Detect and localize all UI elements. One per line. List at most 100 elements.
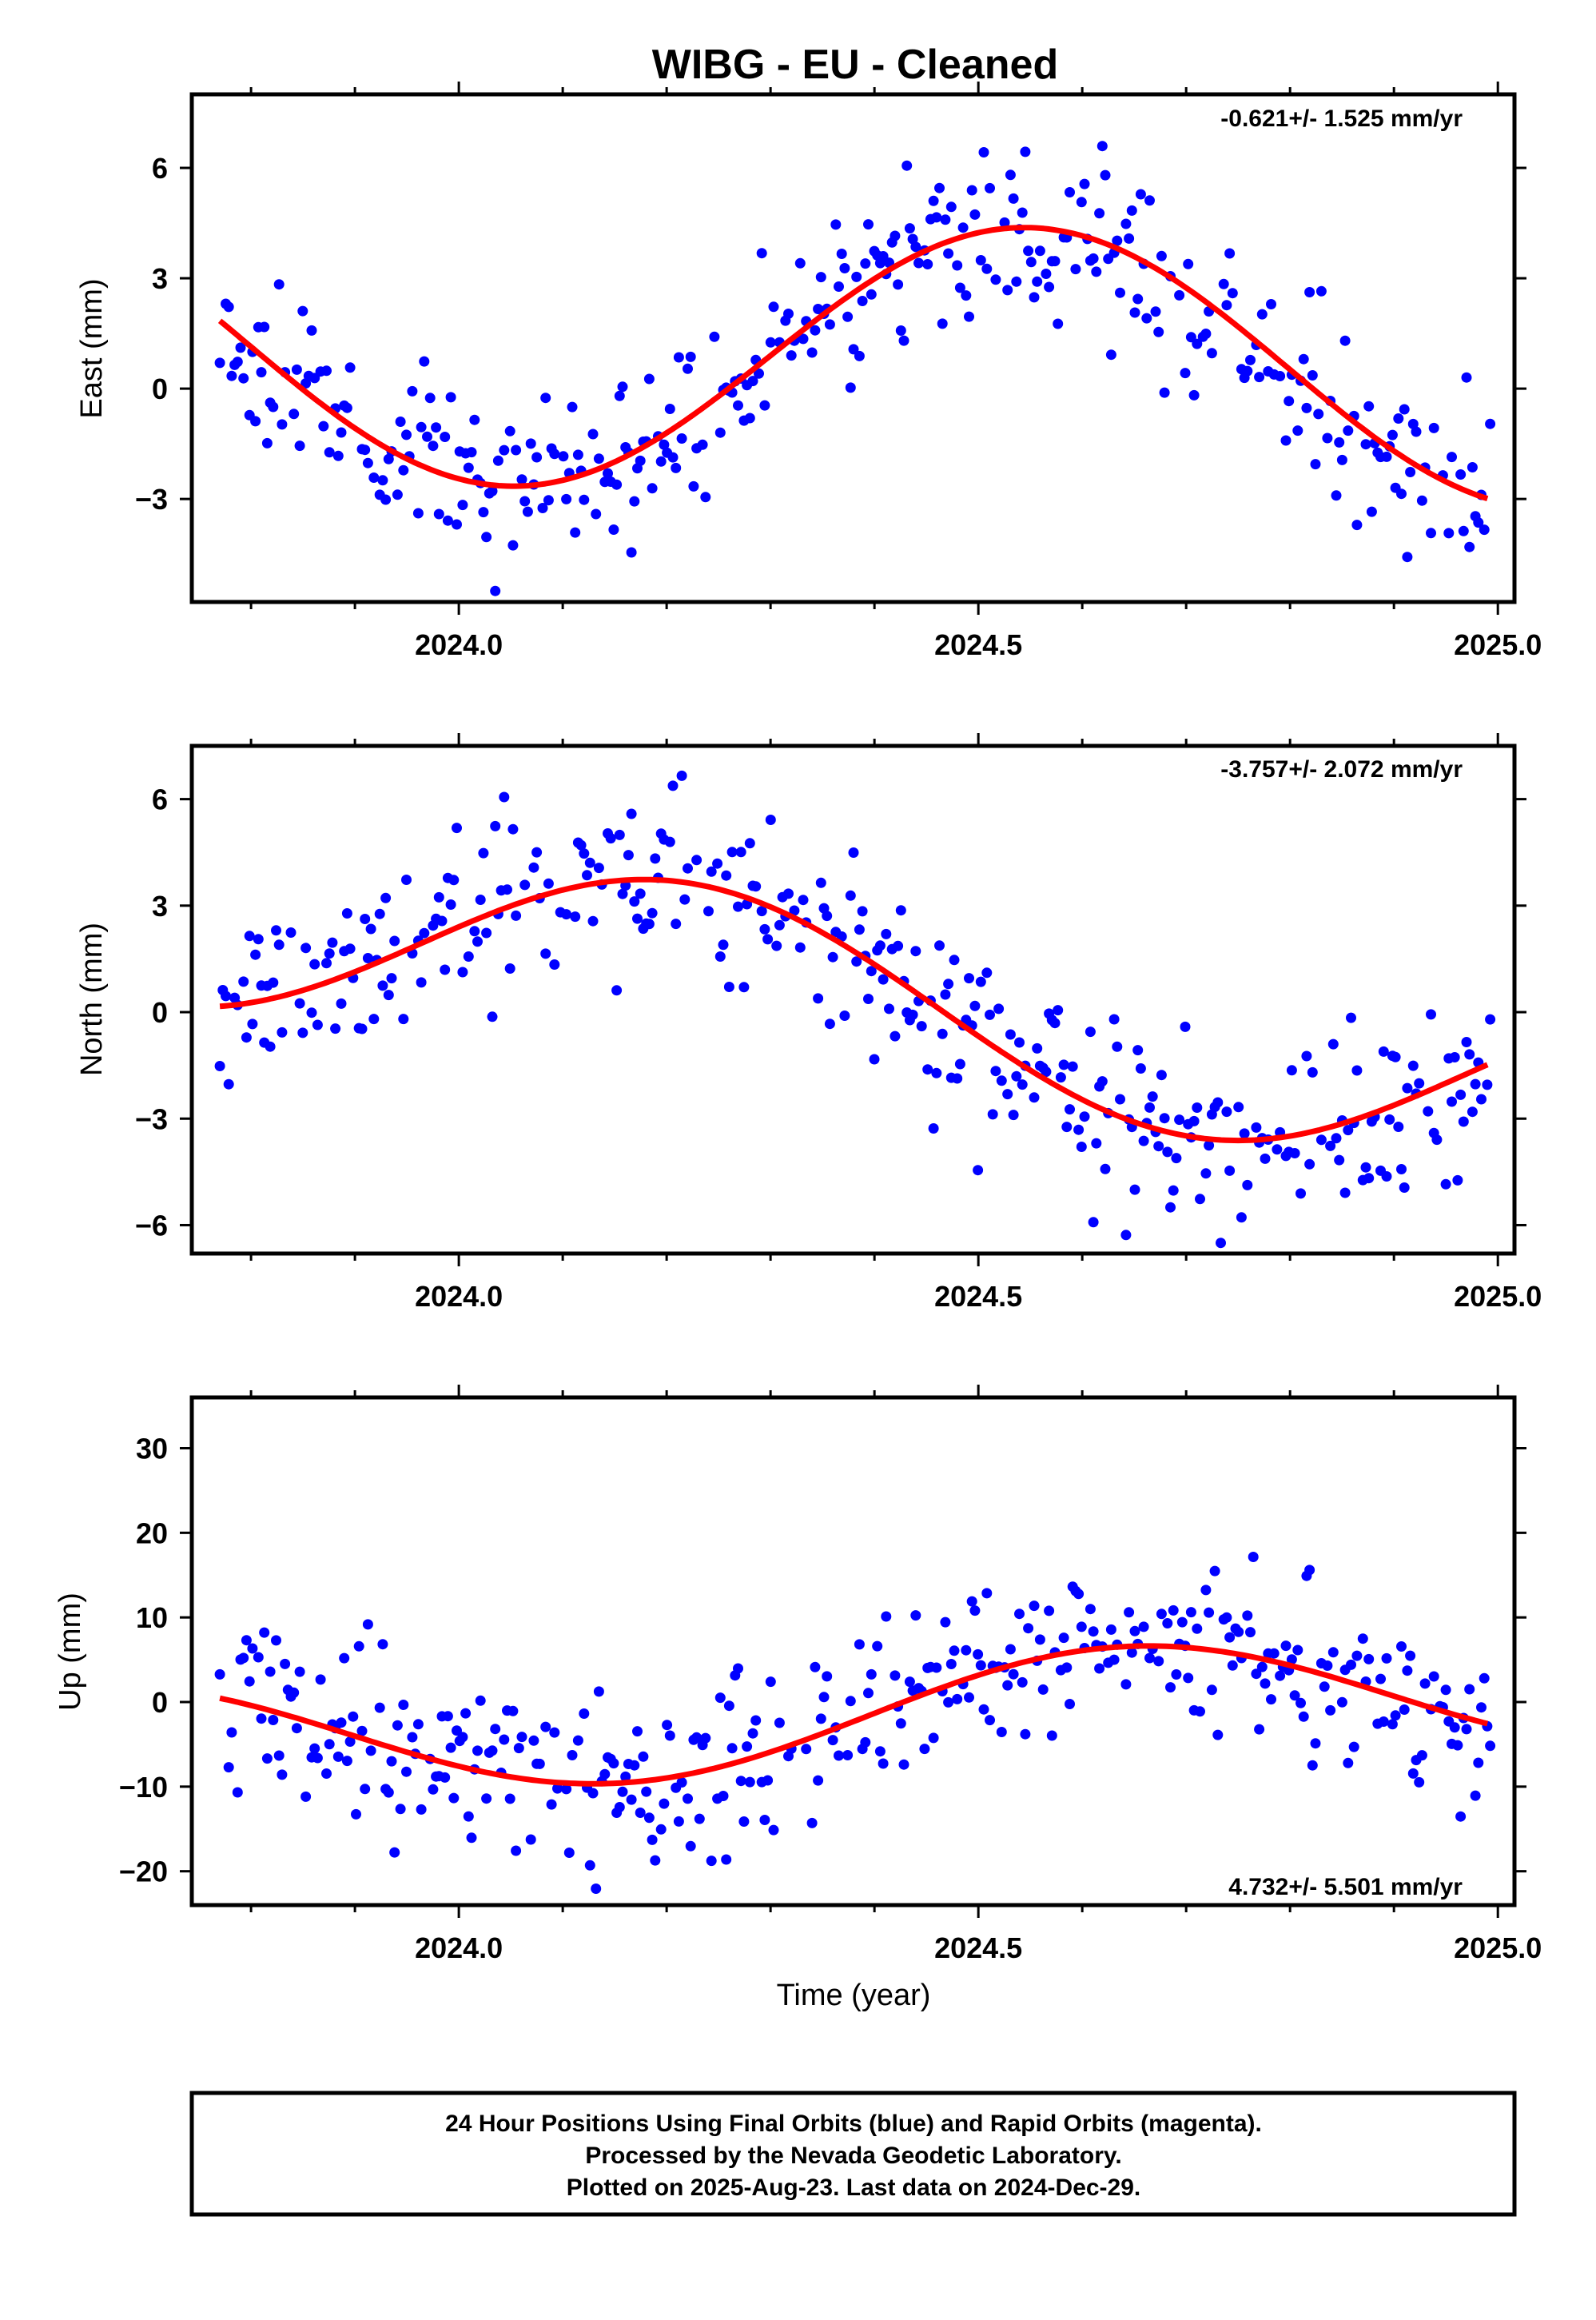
north-data-point [691,855,702,866]
x-tick-label: 2025.0 [1454,628,1542,661]
north-data-point [815,877,826,888]
north-data-point [1200,1168,1212,1179]
up-data-point [1260,1678,1271,1689]
north-data-point [907,1009,918,1020]
north-data-point [306,1007,317,1018]
east-data-point [617,381,628,393]
east-data-point [863,219,874,230]
east-data-point [1315,285,1327,297]
up-data-point [1233,1626,1244,1637]
east-data-point [478,507,489,518]
north-data-point [1053,1005,1064,1016]
up-data-point [511,1845,522,1856]
up-data-point [638,1751,649,1762]
up-data-point [490,1724,501,1735]
east-data-point [1088,253,1099,264]
up-data-point [1461,1724,1472,1735]
north-data-point [813,993,824,1004]
east-data-point [1041,269,1052,279]
east-data-point [1129,307,1140,318]
east-data-point [611,479,623,490]
up-data-point [1046,1730,1057,1741]
up-data-point [567,1750,578,1760]
up-data-point [365,1745,376,1756]
east-data-point [969,209,981,220]
panel-east: 2024.0 2024.5 2025.0 6 3 0 −3 -0.621+/- 1.525 … [75,82,1542,661]
east-data-point [424,393,436,404]
east-data-point [1411,426,1422,437]
east-data-point [786,350,797,361]
east-data-point [516,474,527,485]
up-data-point [341,1756,352,1767]
up-data-point [655,1824,667,1835]
east-data-point [297,305,308,317]
north-data-point [1440,1178,1451,1190]
north-data-point [774,919,785,931]
east-data-point [362,457,373,468]
up-data-point [659,1798,670,1809]
north-data-point [771,940,782,951]
up-data-point [845,1696,856,1707]
north-data-point [794,942,806,953]
east-data-point [834,281,844,292]
y-tick-label: 10 [136,1601,168,1634]
up-data-point [738,1816,750,1827]
east-data-point [1396,488,1407,500]
up-data-point [1073,1589,1085,1600]
east-data-point [442,515,453,526]
north-data-point [1076,1142,1087,1152]
east-data-point [1245,354,1256,365]
up-data-point [854,1639,865,1650]
east-data-point [895,325,906,336]
east-data-point [440,432,451,442]
east-data-point [1428,422,1439,433]
footer-line-orbits: 24 Hour Positions Using Final Orbits (bl… [445,2111,1262,2137]
north-data-point [996,1075,1007,1086]
north-data-point [380,892,392,903]
north-data-point [1452,1174,1463,1186]
up-data-point [1129,1625,1140,1636]
up-data-point [442,1711,453,1722]
east-data-point [765,337,776,348]
north-data-point [895,905,906,916]
up-data-point [744,1776,755,1788]
up-data-point [1428,1671,1439,1682]
north-data-point [445,899,456,910]
east-data-point [294,440,305,452]
up-data-point [238,1652,249,1664]
east-data-point [999,217,1010,228]
up-fit-curve [219,1643,1489,1787]
east-data-point [412,508,424,519]
east-data-point [531,452,543,463]
up-data-point [1381,1652,1392,1664]
up-data-point [895,1718,906,1729]
x-tick-label: 2024.5 [934,1280,1022,1313]
north-data-point [683,863,693,874]
up-data-point [1248,1552,1259,1562]
east-data-point [756,248,767,259]
up-data-point [1485,1740,1496,1752]
east-data-point [261,437,273,448]
north-data-point [309,959,320,970]
east-data-point [1479,524,1490,536]
east-data-point [1224,248,1236,259]
up-data-point [1310,1738,1321,1749]
up-data-point [360,1784,371,1795]
north-data-point [416,977,427,988]
x-tick-label: 2024.5 [934,628,1022,661]
up-data-point [1227,1660,1238,1671]
north-data-point [848,847,859,858]
east-data-point [433,508,444,520]
east-data-point [587,429,599,440]
up-data-point [1336,1696,1347,1708]
up-data-point [1005,1644,1016,1655]
up-data-point [259,1627,270,1638]
up-data-point [910,1610,921,1621]
north-data-point [214,1061,225,1071]
up-data-point [700,1732,711,1744]
north-data-point [822,911,833,922]
north-data-point [1363,1173,1375,1184]
up-data-point [1017,1676,1028,1688]
north-data-point [504,963,515,974]
up-data-point [593,1686,604,1697]
